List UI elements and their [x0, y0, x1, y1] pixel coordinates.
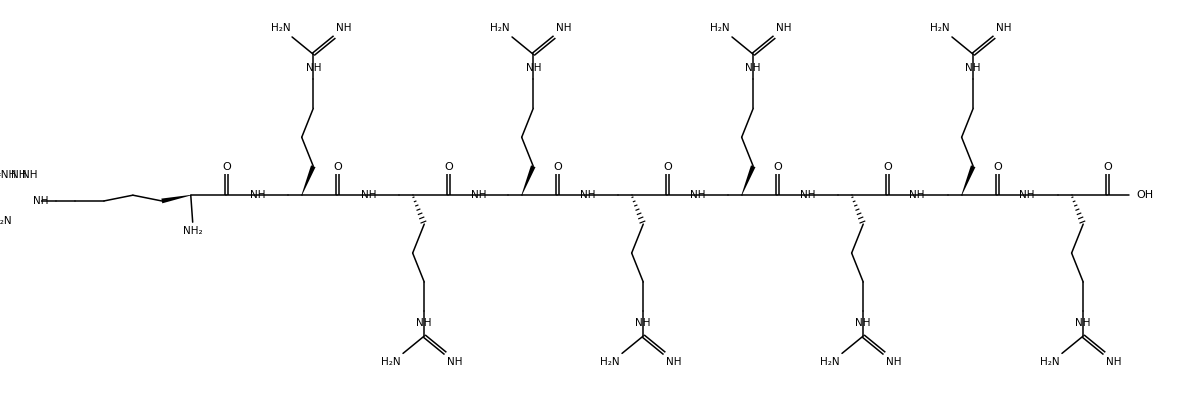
Text: H₂N: H₂N — [490, 23, 511, 33]
Text: NH: NH — [1076, 318, 1091, 328]
Text: NH: NH — [250, 190, 265, 200]
Text: NH: NH — [361, 190, 376, 200]
Text: H₂N: H₂N — [270, 23, 290, 33]
Text: H₂N: H₂N — [1040, 357, 1060, 367]
Polygon shape — [741, 165, 756, 195]
Text: NH: NH — [416, 318, 432, 328]
Text: =NH: =NH — [0, 170, 17, 180]
Text: H₂N: H₂N — [382, 357, 401, 367]
Text: NH: NH — [526, 63, 541, 73]
Text: O: O — [444, 162, 452, 172]
Text: NH: NH — [689, 190, 704, 200]
Text: NH: NH — [856, 318, 871, 328]
Text: NH: NH — [470, 190, 486, 200]
Text: NH: NH — [965, 63, 981, 73]
Text: NH: NH — [11, 170, 27, 180]
Text: NH: NH — [996, 23, 1012, 33]
Text: NH: NH — [776, 23, 791, 33]
Text: H₂N: H₂N — [601, 357, 620, 367]
Text: H₂N: H₂N — [820, 357, 840, 367]
Text: NH: NH — [580, 190, 595, 200]
Text: O: O — [1103, 162, 1111, 172]
Text: NH: NH — [745, 63, 760, 73]
Text: NH: NH — [447, 357, 463, 367]
Text: NH₂: NH₂ — [183, 226, 202, 236]
Text: O: O — [774, 162, 782, 172]
Text: NH: NH — [306, 63, 321, 73]
Text: O: O — [992, 162, 1002, 172]
Text: H₂N: H₂N — [710, 23, 731, 33]
Polygon shape — [962, 165, 976, 195]
Text: H₂N: H₂N — [0, 216, 12, 226]
Text: NH: NH — [1020, 190, 1035, 200]
Text: H₂N: H₂N — [931, 23, 950, 33]
Text: O: O — [223, 162, 231, 172]
Text: O: O — [553, 162, 562, 172]
Text: OH: OH — [1136, 190, 1153, 200]
Text: NH: NH — [909, 190, 925, 200]
Text: NH: NH — [635, 318, 651, 328]
Text: NH: NH — [800, 190, 815, 200]
Text: O: O — [333, 162, 342, 172]
Polygon shape — [162, 195, 190, 203]
Text: NH: NH — [33, 196, 49, 206]
Text: NH: NH — [666, 357, 682, 367]
Text: NH: NH — [337, 23, 352, 33]
Text: NH: NH — [21, 170, 37, 180]
Polygon shape — [301, 165, 315, 195]
Polygon shape — [521, 165, 536, 195]
Text: O: O — [883, 162, 891, 172]
Text: NH: NH — [557, 23, 572, 33]
Text: O: O — [663, 162, 671, 172]
Text: NH: NH — [1107, 357, 1122, 367]
Text: NH: NH — [887, 357, 902, 367]
